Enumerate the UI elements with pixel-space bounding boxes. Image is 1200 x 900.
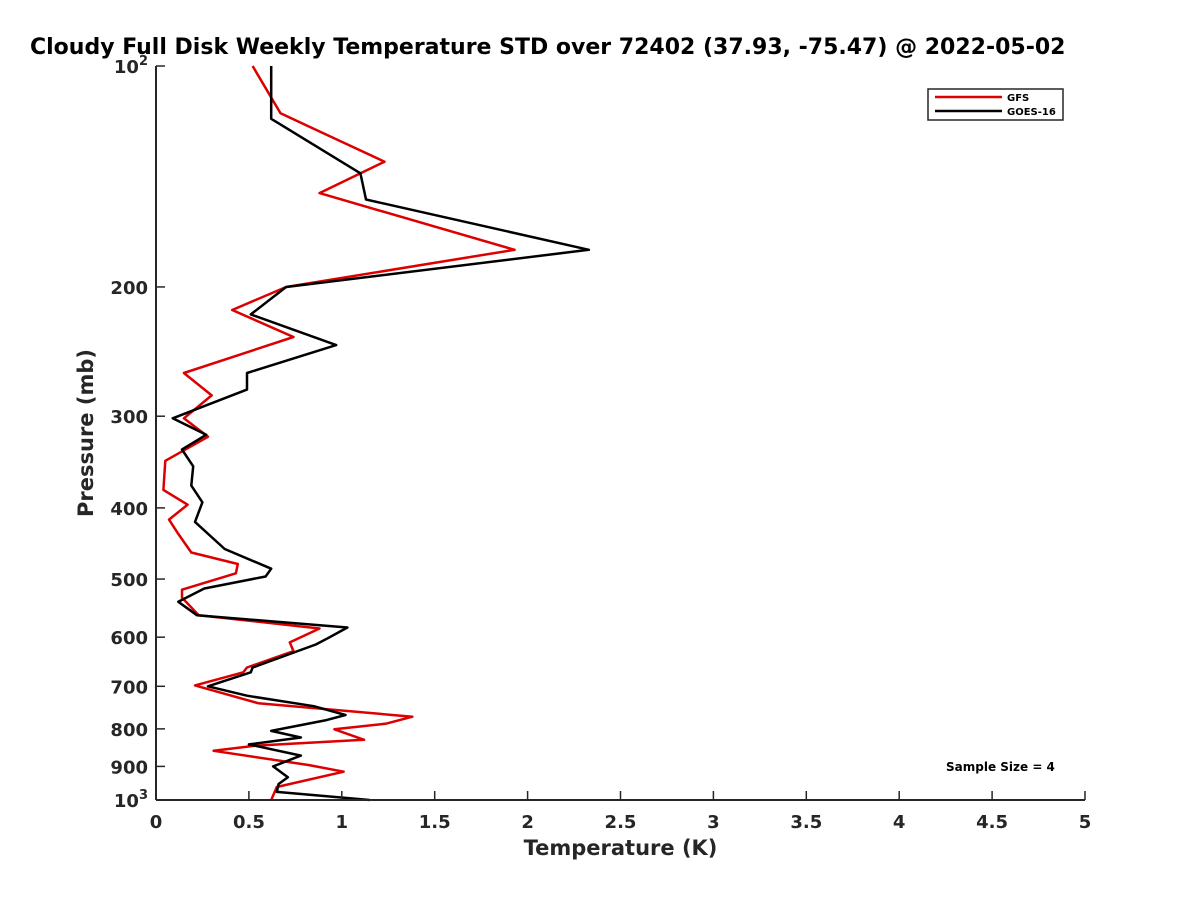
axes-group (155, 66, 1085, 801)
y-tick-label: 700 (110, 677, 148, 698)
y-tick-label: 900 (110, 757, 148, 778)
legend-label-gfs: GFS (1007, 93, 1029, 104)
x-tick-label: 0.5 (233, 812, 265, 833)
y-tick-label: 800 (110, 720, 148, 741)
series-line-gfs (162, 65, 516, 801)
y-ticks: 102 200 300 400 500 600 700 800 900 103 (110, 54, 165, 812)
y-tick-label: 102 (114, 54, 148, 78)
x-ticks: 0 0.5 1 1.5 2 2.5 3 3.5 4 4.5 5 (150, 791, 1092, 833)
y-tick-label: 300 (110, 407, 148, 428)
y-tick-label: 400 (110, 499, 148, 520)
x-tick-label: 0 (150, 812, 163, 833)
y-tick-label: 103 (114, 788, 148, 812)
legend: GFS GOES-16 (927, 88, 1064, 121)
chart-title: Cloudy Full Disk Weekly Temperature STD … (30, 35, 1065, 60)
x-tick-label: 3.5 (790, 812, 822, 833)
y-tick-label: 500 (110, 570, 148, 591)
sample-size-annotation: Sample Size = 4 (946, 760, 1055, 774)
x-tick-label: 1.5 (419, 812, 451, 833)
series-line-goes16 (171, 66, 591, 802)
x-axis-label: Temperature (K) (524, 836, 718, 860)
x-tick-label: 5 (1079, 812, 1092, 833)
series-group (162, 65, 591, 802)
x-tick-label: 2.5 (605, 812, 637, 833)
x-tick-label: 3 (707, 812, 720, 833)
x-tick-label: 1 (336, 812, 349, 833)
legend-label-goes16: GOES-16 (1007, 107, 1056, 118)
x-tick-label: 4 (893, 812, 906, 833)
x-tick-label: 4.5 (976, 812, 1008, 833)
legend-box (927, 88, 1064, 121)
y-tick-label: 600 (110, 628, 148, 649)
y-tick-label: 200 (110, 278, 148, 299)
x-tick-label: 2 (521, 812, 534, 833)
y-axis-label: Pressure (mb) (74, 349, 98, 517)
